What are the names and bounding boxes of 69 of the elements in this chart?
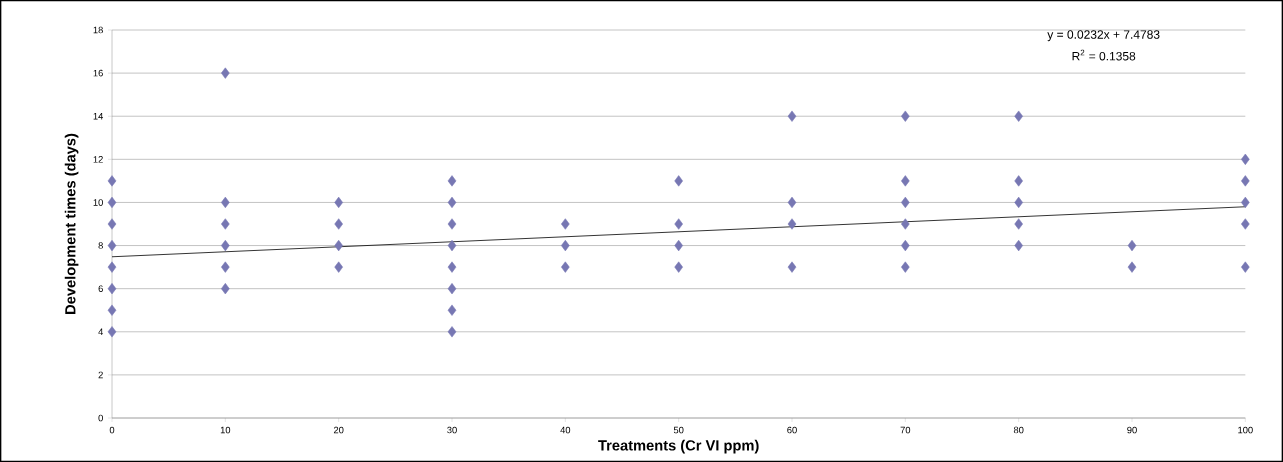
point bbox=[787, 218, 797, 230]
point bbox=[107, 196, 117, 209]
x-tick-label: 0 bbox=[109, 426, 115, 434]
point bbox=[901, 218, 910, 230]
point bbox=[901, 175, 910, 187]
point bbox=[1127, 261, 1137, 273]
y-tick-label: 18 bbox=[93, 26, 103, 34]
point bbox=[787, 110, 797, 122]
point bbox=[674, 175, 683, 187]
x-tick-label: 10 bbox=[220, 426, 231, 434]
x-tick-label: 40 bbox=[560, 426, 571, 434]
y-tick-label: 10 bbox=[93, 199, 103, 206]
point bbox=[1241, 175, 1250, 187]
x-tick-label: 80 bbox=[1013, 426, 1024, 434]
point bbox=[221, 218, 230, 230]
point bbox=[787, 261, 797, 273]
point bbox=[334, 261, 343, 273]
x-tick-label: 60 bbox=[787, 426, 797, 434]
point bbox=[447, 239, 457, 252]
point bbox=[447, 196, 457, 209]
point bbox=[561, 261, 570, 273]
y-tick-label: 2 bbox=[98, 371, 103, 379]
x-tick-label: 90 bbox=[1127, 426, 1137, 434]
y-tick-label: 8 bbox=[98, 242, 103, 249]
x-tick-label: 30 bbox=[447, 426, 457, 434]
point bbox=[1241, 153, 1250, 165]
point bbox=[1014, 110, 1023, 122]
y-tick-label: 14 bbox=[93, 113, 104, 120]
point bbox=[447, 283, 457, 295]
point bbox=[1241, 218, 1250, 230]
point bbox=[107, 283, 117, 295]
point bbox=[221, 283, 230, 295]
point bbox=[674, 218, 683, 230]
point bbox=[447, 304, 457, 316]
y-tick-label: 16 bbox=[93, 69, 103, 77]
y-tick-label: 0 bbox=[98, 414, 103, 422]
x-axis-title: Treatments (Cr VI ppm) bbox=[598, 439, 759, 454]
point bbox=[447, 261, 457, 273]
point bbox=[334, 218, 343, 230]
point bbox=[901, 110, 910, 122]
point bbox=[447, 218, 457, 230]
annotation: y = 0.0232x + 7.4783 bbox=[1047, 30, 1160, 42]
point bbox=[221, 261, 230, 273]
annotation: R$^{2}$ = 0.1358 bbox=[1072, 49, 1136, 61]
point bbox=[787, 196, 797, 209]
x-tick-label: 100 bbox=[1238, 426, 1253, 434]
y-tick-label: 6 bbox=[98, 285, 103, 292]
point bbox=[107, 239, 117, 252]
y-axis-title: Development times (days) bbox=[64, 133, 79, 314]
point bbox=[447, 175, 457, 187]
point bbox=[107, 304, 117, 316]
point bbox=[107, 326, 117, 338]
point bbox=[107, 175, 117, 187]
x-tick-label: 20 bbox=[333, 426, 344, 434]
point bbox=[447, 326, 457, 338]
x-tick-label: 70 bbox=[900, 426, 911, 434]
x-tick-label: 50 bbox=[673, 426, 684, 434]
point bbox=[561, 218, 570, 230]
y-tick-label: 4 bbox=[98, 328, 104, 335]
y-tick-label: 12 bbox=[93, 156, 103, 163]
point bbox=[107, 218, 117, 230]
point bbox=[1241, 261, 1250, 273]
point bbox=[1014, 175, 1023, 187]
point bbox=[107, 261, 117, 273]
point bbox=[674, 261, 683, 273]
point bbox=[901, 261, 910, 273]
point bbox=[221, 67, 230, 79]
point bbox=[1014, 218, 1023, 230]
point bbox=[1127, 239, 1137, 252]
